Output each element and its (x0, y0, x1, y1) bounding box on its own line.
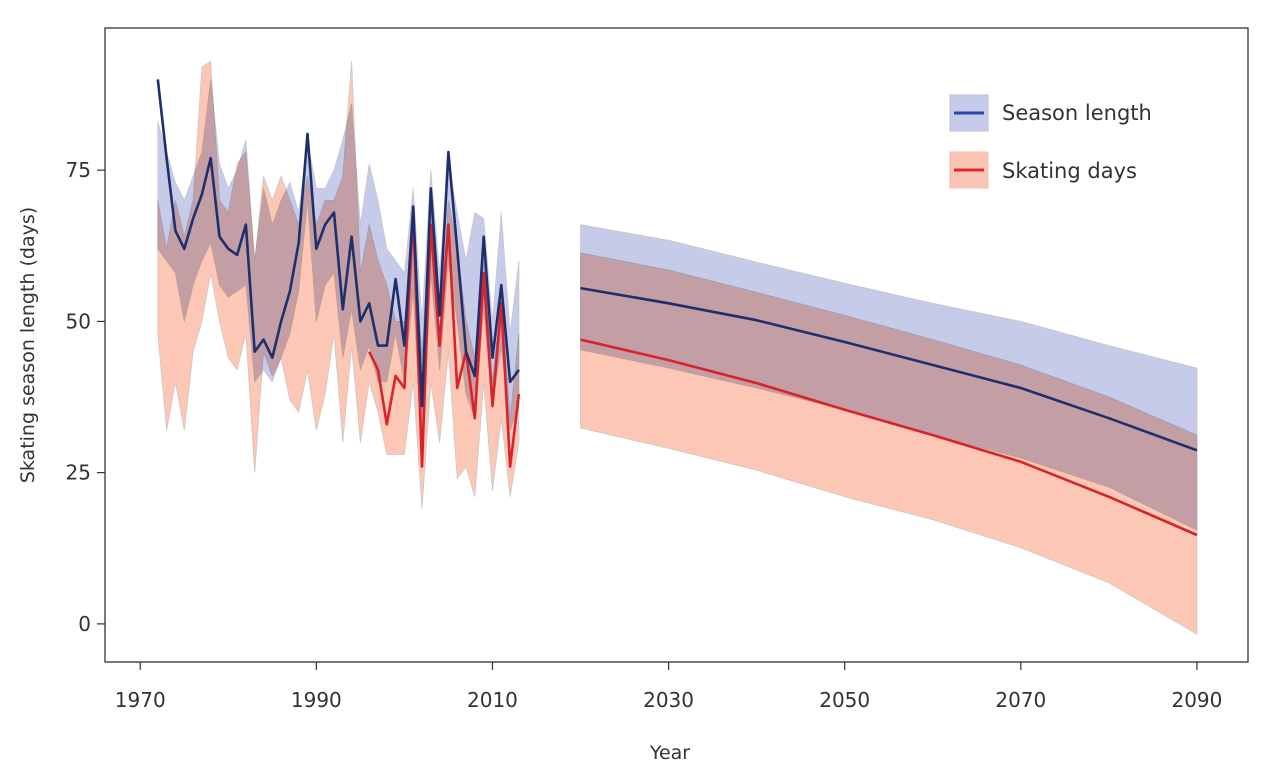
legend-label-season: Season length (1002, 101, 1152, 125)
legend-label-skating: Skating days (1002, 159, 1137, 183)
uncertainty-bands (157, 60, 1198, 635)
y-axis: 0 25 50 75 (66, 158, 105, 636)
y-tick-label-0: 0 (78, 612, 91, 636)
series-lines (156, 79, 1198, 537)
x-tick-label-2030: 2030 (643, 688, 694, 712)
y-tick-label-25: 25 (66, 461, 91, 485)
projection-season-line (580, 286, 1198, 452)
y-tick-label-50: 50 (66, 309, 91, 333)
x-tick-label-2050: 2050 (819, 688, 870, 712)
historical-skating-band (157, 60, 520, 509)
x-tick-label-1990: 1990 (291, 688, 342, 712)
y-tick-label-75: 75 (66, 158, 91, 182)
x-tick-label-2070: 2070 (995, 688, 1046, 712)
y-axis-label: Skating season length (days) (17, 207, 39, 483)
projection-skating-line (580, 338, 1198, 537)
projection-skating-band (580, 252, 1198, 635)
legend: Season length Skating days (949, 94, 1152, 189)
plot-frame (104, 27, 1249, 663)
x-tick-label-1970: 1970 (115, 688, 166, 712)
x-axis: 1970 1990 2010 2030 2050 2070 2090 (115, 662, 1222, 712)
legend-item-season: Season length (949, 94, 1152, 132)
x-tick-label-2010: 2010 (467, 688, 518, 712)
x-axis-label: Year (649, 742, 690, 764)
historical-season-line (156, 79, 520, 408)
x-tick-label-2090: 2090 (1171, 688, 1222, 712)
legend-item-skating: Skating days (949, 151, 1137, 189)
historical-skating-line (368, 211, 521, 468)
